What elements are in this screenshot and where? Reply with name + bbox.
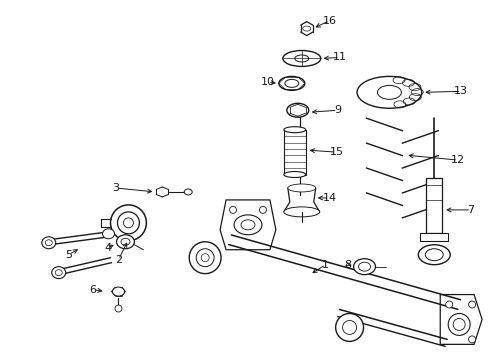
Bar [426, 178, 441, 233]
Polygon shape [220, 200, 275, 250]
Ellipse shape [286, 103, 308, 117]
Ellipse shape [285, 80, 298, 87]
Text: 5: 5 [65, 250, 72, 260]
Ellipse shape [356, 76, 421, 108]
Ellipse shape [468, 336, 475, 343]
Text: 9: 9 [333, 105, 341, 115]
Ellipse shape [259, 206, 266, 213]
Ellipse shape [52, 267, 65, 279]
Ellipse shape [447, 314, 469, 336]
Ellipse shape [302, 26, 310, 31]
Ellipse shape [335, 314, 363, 341]
Ellipse shape [283, 207, 319, 217]
Ellipse shape [196, 249, 214, 267]
Ellipse shape [294, 55, 308, 62]
Text: 8: 8 [344, 260, 350, 270]
Text: 15: 15 [329, 147, 343, 157]
Ellipse shape [353, 259, 375, 275]
Ellipse shape [283, 127, 305, 133]
Ellipse shape [102, 229, 114, 239]
Ellipse shape [425, 249, 442, 261]
Ellipse shape [234, 215, 262, 235]
Ellipse shape [358, 262, 370, 271]
Text: 1: 1 [322, 260, 328, 270]
Ellipse shape [45, 240, 52, 246]
Ellipse shape [189, 242, 221, 274]
Ellipse shape [112, 287, 124, 296]
Text: 12: 12 [450, 155, 464, 165]
Ellipse shape [468, 301, 475, 308]
Text: 6: 6 [89, 284, 96, 294]
Ellipse shape [41, 237, 56, 249]
Text: 14: 14 [322, 193, 336, 203]
Ellipse shape [184, 189, 192, 195]
Ellipse shape [283, 171, 305, 177]
Ellipse shape [110, 205, 146, 241]
Ellipse shape [452, 319, 464, 330]
Ellipse shape [116, 235, 134, 249]
Text: 4: 4 [104, 243, 111, 253]
Ellipse shape [115, 305, 122, 312]
Text: 13: 13 [453, 86, 467, 96]
Ellipse shape [377, 85, 401, 99]
Ellipse shape [117, 212, 139, 234]
Bar [420, 233, 447, 241]
Text: 7: 7 [467, 205, 474, 215]
Polygon shape [439, 294, 481, 345]
Text: 11: 11 [332, 53, 346, 63]
Ellipse shape [123, 218, 133, 228]
Ellipse shape [282, 50, 320, 67]
Ellipse shape [278, 76, 304, 90]
Text: 10: 10 [261, 77, 274, 87]
Polygon shape [283, 188, 319, 212]
Ellipse shape [287, 184, 315, 192]
Ellipse shape [229, 206, 236, 213]
Text: 2: 2 [115, 255, 122, 265]
Ellipse shape [55, 270, 62, 276]
Text: 16: 16 [322, 15, 336, 26]
Ellipse shape [417, 245, 449, 265]
Ellipse shape [201, 254, 209, 262]
Text: 3: 3 [112, 183, 119, 193]
Ellipse shape [445, 301, 452, 308]
Ellipse shape [241, 220, 254, 230]
Bar [283, 130, 305, 175]
Ellipse shape [121, 238, 130, 245]
Ellipse shape [342, 320, 356, 334]
